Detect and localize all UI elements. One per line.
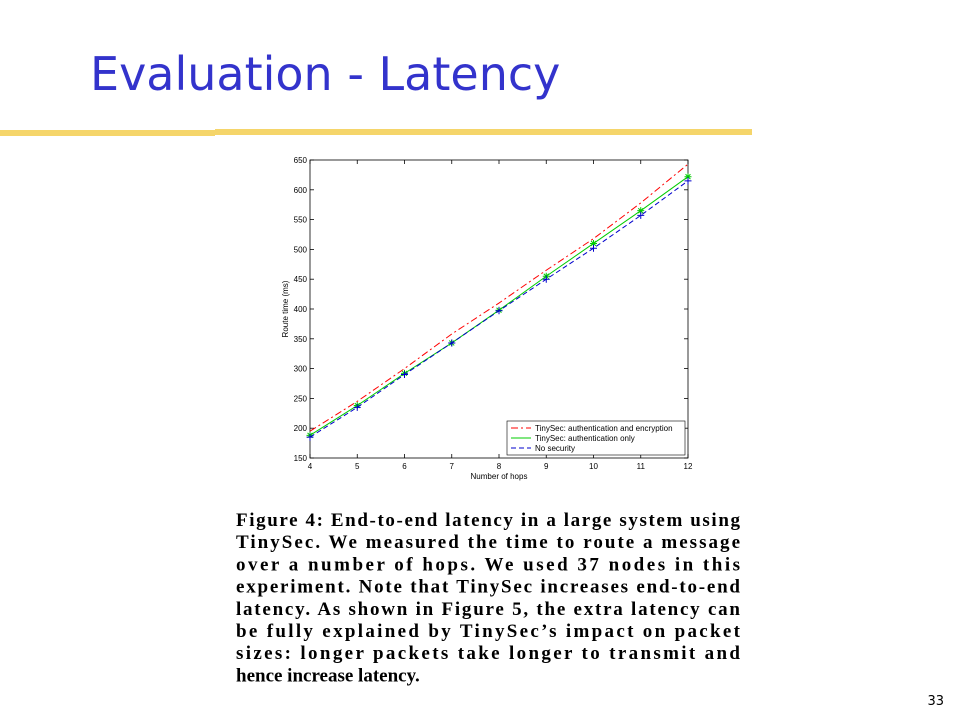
x-tick-label: 6 — [402, 462, 407, 471]
y-axis-label: Route time (ms) — [281, 280, 290, 337]
data-point — [590, 239, 597, 247]
data-point — [353, 403, 361, 411]
series-line — [309, 163, 689, 432]
data-point — [590, 244, 597, 252]
x-tick-label: 4 — [308, 462, 313, 471]
caption-line: over a number of hops. We used 37 nodes … — [236, 554, 740, 575]
y-tick-label: 350 — [294, 335, 308, 344]
caption-line: hence increase latency. — [236, 665, 420, 686]
caption-line: sizes: longer packets take longer to tra… — [236, 643, 740, 664]
legend-label: TinySec: authentication and encryption — [535, 424, 673, 433]
caption: Figure 4: End-to-end latency in a large … — [236, 510, 741, 686]
page-number: 33 — [927, 694, 944, 709]
x-tick-label: 5 — [355, 462, 360, 471]
legend-label: TinySec: authentication only — [535, 434, 635, 443]
x-tick-label: 10 — [589, 462, 598, 471]
y-tick-label: 650 — [294, 156, 308, 165]
slide-title: Evaluation - Latency — [90, 47, 560, 101]
title-rule — [0, 130, 215, 136]
data-point — [637, 207, 645, 215]
data-point — [684, 173, 692, 181]
caption-line: TinySec. We measured the time to route a… — [236, 532, 740, 553]
data-point — [448, 339, 456, 347]
x-tick-label: 8 — [497, 462, 502, 471]
legend-label: No security — [535, 444, 575, 453]
y-tick-label: 450 — [294, 275, 308, 284]
data-point — [401, 371, 408, 379]
x-axis-label: Number of hops — [471, 472, 528, 481]
y-tick-label: 500 — [294, 245, 308, 254]
data-point — [495, 307, 503, 315]
data-point — [684, 177, 692, 185]
y-tick-label: 150 — [294, 454, 308, 463]
y-tick-label: 550 — [294, 216, 308, 225]
caption-line: latency. As shown in Figure 5, the extra… — [236, 599, 740, 620]
legend-box — [506, 420, 686, 456]
data-point — [542, 275, 550, 283]
y-tick-label: 300 — [294, 365, 308, 374]
y-tick-label: 400 — [294, 305, 308, 314]
y-tick-label: 600 — [294, 186, 308, 195]
chart: 150 200 250 300 350 400 450 500 550 600 650 4 5 6 7 8 9 1… — [281, 156, 693, 481]
caption-line: be fully explained by TinySec’s impact o… — [236, 621, 741, 642]
y-tick-label: 200 — [294, 424, 308, 433]
x-tick-label: 9 — [544, 462, 549, 471]
caption-line: experiment. Note that TinySec increases … — [236, 577, 740, 598]
x-tick-label: 12 — [684, 462, 693, 471]
data-point — [306, 433, 314, 441]
data-point — [637, 211, 645, 219]
title-rule — [215, 129, 752, 135]
y-tick-label: 250 — [294, 394, 308, 403]
x-tick-label: 11 — [637, 462, 646, 471]
x-tick-label: 7 — [450, 462, 455, 471]
caption-line: Figure 4: End-to-end latency in a large … — [236, 510, 741, 531]
